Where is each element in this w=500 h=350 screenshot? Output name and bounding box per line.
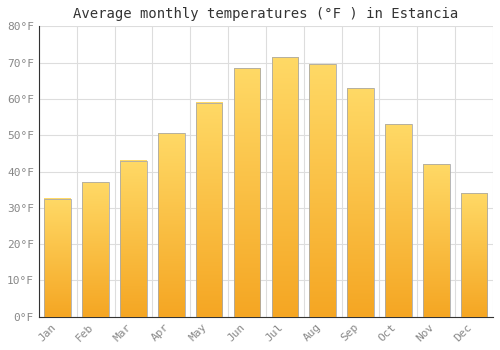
Bar — [234, 68, 260, 317]
Bar — [120, 161, 146, 317]
Bar — [82, 182, 109, 317]
Title: Average monthly temperatures (°F ) in Estancia: Average monthly temperatures (°F ) in Es… — [74, 7, 458, 21]
Bar — [44, 199, 71, 317]
Bar — [310, 64, 336, 317]
Bar — [423, 164, 450, 317]
Bar — [272, 57, 298, 317]
Bar — [196, 103, 222, 317]
Bar — [461, 193, 487, 317]
Bar — [158, 133, 184, 317]
Bar — [348, 88, 374, 317]
Bar — [385, 124, 411, 317]
